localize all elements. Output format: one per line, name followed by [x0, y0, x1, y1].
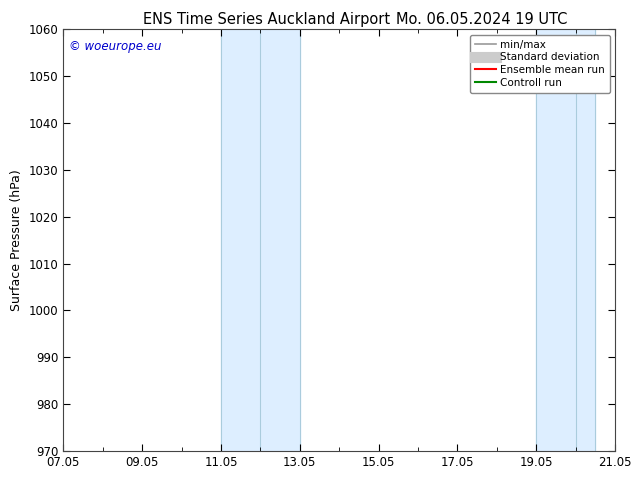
Bar [536, 29, 595, 451]
Bar [221, 29, 300, 451]
Text: ENS Time Series Auckland Airport: ENS Time Series Auckland Airport [143, 12, 390, 27]
Y-axis label: Surface Pressure (hPa): Surface Pressure (hPa) [10, 169, 23, 311]
Text: Mo. 06.05.2024 19 UTC: Mo. 06.05.2024 19 UTC [396, 12, 567, 27]
Legend: min/max, Standard deviation, Ensemble mean run, Controll run: min/max, Standard deviation, Ensemble me… [470, 35, 610, 93]
Text: © woeurope.eu: © woeurope.eu [69, 40, 162, 53]
